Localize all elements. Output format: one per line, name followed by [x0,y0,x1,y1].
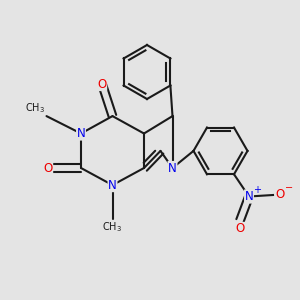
Text: N: N [76,127,85,140]
Text: O: O [98,77,106,91]
Text: −: − [285,183,293,194]
Text: CH$_3$: CH$_3$ [25,101,45,115]
Text: +: + [254,185,261,195]
Text: O: O [276,188,285,202]
Text: CH$_3$: CH$_3$ [103,220,122,234]
Text: N: N [244,190,253,203]
Text: N: N [168,161,177,175]
Text: N: N [108,178,117,192]
Text: O: O [236,222,244,236]
Text: O: O [44,161,52,175]
